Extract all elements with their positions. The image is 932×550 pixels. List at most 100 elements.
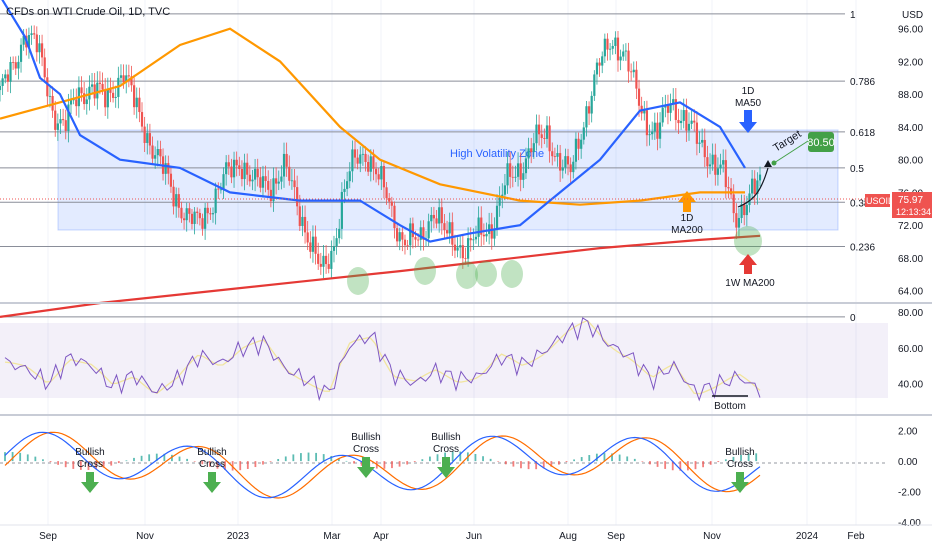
candle-body (83, 93, 86, 105)
macd-histogram-bar (429, 456, 431, 462)
bullish-cross-arrow (203, 472, 221, 493)
macd-histogram-bar (224, 461, 226, 471)
candle-body (432, 214, 436, 219)
candle-body (217, 188, 220, 190)
bullish-cross-label: Bullish (75, 447, 104, 458)
macd-histogram-bar (171, 454, 173, 462)
candle-body (264, 176, 267, 181)
candle-body (637, 88, 641, 106)
candle-body (280, 176, 283, 182)
candle-body (737, 217, 741, 228)
candle-body (493, 228, 496, 239)
candle-body (548, 125, 551, 152)
macd-histogram-bar (740, 454, 742, 462)
macd-histogram-bar (11, 452, 14, 462)
candle-body (609, 48, 612, 50)
macd-histogram-bar (626, 456, 629, 462)
candle-body (367, 161, 370, 172)
candle-body (519, 163, 522, 180)
candle-body (175, 194, 178, 207)
candle-body (498, 197, 501, 206)
candle-body (693, 120, 696, 123)
candle-body (169, 173, 173, 187)
macd-histogram-bar (633, 458, 636, 462)
candle-body (488, 224, 491, 234)
macd-histogram-bar (345, 460, 348, 462)
candle-body (35, 34, 38, 53)
candle-body (182, 218, 186, 221)
candle-body (377, 174, 380, 180)
macd-histogram-bar (254, 461, 257, 468)
candle-body (380, 166, 383, 180)
macd-pane: 2.00 0.00 -2.00 -4.00 (4, 427, 921, 529)
candle-body (222, 174, 225, 190)
candle-body (330, 250, 333, 269)
candle-body (167, 163, 170, 174)
candle-body (758, 174, 762, 181)
macd-histogram-bar (504, 461, 507, 465)
candle-body (356, 157, 359, 164)
macd-histogram-bar (383, 461, 386, 469)
macd-histogram-bar (95, 461, 97, 470)
candle-body (96, 82, 99, 99)
time-axis[interactable]: Sep Nov 2023 Mar Apr Jun Aug Sep Nov 2024 Feb (39, 531, 865, 542)
candle-body (716, 168, 720, 175)
candle-body (511, 176, 514, 178)
price-tick-label: 68.00 (898, 254, 923, 265)
candle-body (577, 138, 580, 149)
macd-histogram-bar (178, 456, 181, 462)
candle-body (164, 163, 167, 174)
ma50-arrow (739, 110, 757, 133)
macd-histogram-bar (694, 461, 697, 470)
candle-body (75, 99, 78, 107)
candle-body (403, 239, 407, 246)
macd-histogram-bar (755, 453, 758, 462)
candle-body (43, 57, 46, 78)
macd-histogram-bar (732, 456, 735, 462)
bullish-cross-label: Cross (727, 459, 753, 470)
candle-body (545, 125, 549, 139)
candle-body (204, 207, 207, 229)
price-axis[interactable]: 96.0092.0088.0084.0080.0076.0072.0068.00… (898, 25, 923, 298)
candle-body (256, 168, 259, 178)
candle-body (359, 154, 362, 164)
candle-body (72, 99, 75, 101)
candle-body (714, 154, 717, 175)
candle-body (506, 163, 509, 186)
bullish-cross-label: Bullish (431, 432, 460, 443)
macd-histogram-bar (64, 461, 67, 468)
macd-histogram-bar (353, 461, 355, 464)
candle-body (543, 137, 546, 139)
candle-body (469, 238, 472, 241)
candle-body (277, 181, 280, 184)
candle-body (593, 74, 596, 96)
candle-body (119, 75, 123, 78)
candle-body (477, 217, 480, 237)
macd-histogram-bar (117, 461, 120, 464)
candle-body (643, 110, 646, 114)
rsi-tick-label: 60.00 (898, 344, 923, 355)
bullish-cross-label: Cross (433, 444, 459, 455)
candle-body (453, 244, 457, 251)
candle-body (401, 232, 404, 240)
target-arrowhead (764, 160, 772, 167)
candle-body (109, 89, 112, 93)
candle-body (656, 122, 659, 139)
candle-body (177, 194, 180, 208)
candle-body (480, 217, 483, 235)
price-tick-label: 92.00 (898, 57, 923, 68)
candle-body (6, 74, 9, 82)
macd-histogram-bar (595, 453, 598, 462)
macd-histogram-bar (125, 460, 128, 462)
chart-title: CFDs on WTI Crude Oil, 1D, TVC (6, 6, 170, 18)
macd-histogram-bar (535, 461, 538, 470)
price-tag: 75.97 (898, 195, 923, 206)
macd-histogram-bar (413, 461, 416, 462)
candle-body (627, 50, 630, 72)
candle-body (9, 62, 12, 82)
macd-line (4, 431, 761, 499)
macd-histogram-bar (489, 458, 492, 462)
candle-body (514, 176, 517, 178)
candle-body (209, 213, 212, 215)
candle-body (12, 62, 15, 63)
